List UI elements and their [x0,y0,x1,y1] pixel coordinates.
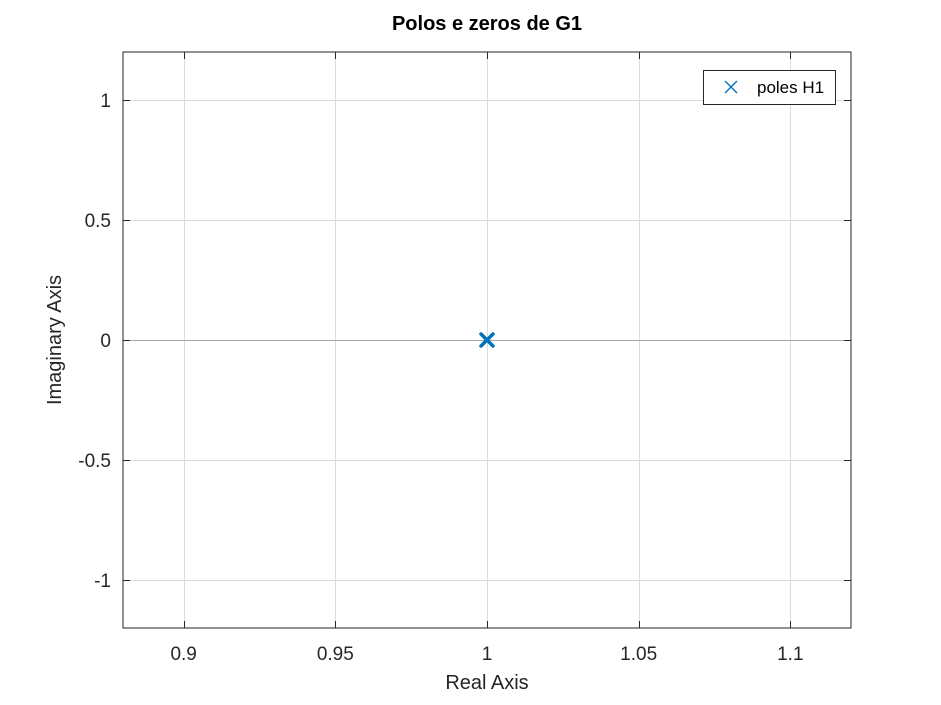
x-tick-labels: 0.9 0.95 1 1.05 1.1 [170,644,803,665]
x-axis-label: Real Axis [445,672,528,694]
x-tick-label: 1.05 [620,644,657,665]
y-tick-label: 0 [100,331,111,352]
legend: poles H1 [703,70,836,105]
data-marks [479,332,495,348]
x-tick-label: 0.9 [170,644,196,665]
y-tick-label: -1 [94,571,111,592]
x-tick-label: 0.95 [317,644,354,665]
pole-marker [479,332,495,348]
y-tick-label: 1 [100,91,111,112]
y-axis-label: Imaginary Axis [44,275,66,405]
chart-title: Polos e zeros de G1 [392,13,582,35]
x-tick-label: 1 [482,644,493,665]
legend-box [703,70,836,105]
tick-marks [123,52,851,628]
y-tick-label: -0.5 [78,451,111,472]
y-tick-label: 0.5 [85,211,111,232]
legend-entry-label: poles H1 [757,78,824,97]
legend-marker-x-icon [724,80,738,94]
y-tick-labels: 1 0.5 0 -0.5 -1 [78,91,111,592]
x-tick-label: 1.1 [777,644,803,665]
